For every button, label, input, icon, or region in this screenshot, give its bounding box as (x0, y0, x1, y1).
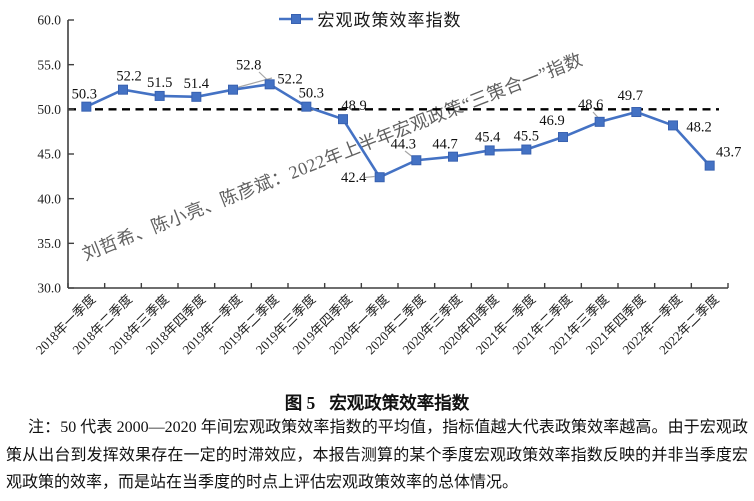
data-point-marker (191, 91, 202, 102)
figure-caption-label: 图 5 (284, 393, 316, 413)
data-point-marker (558, 132, 568, 143)
y-axis-tick-label: 55.0 (37, 57, 61, 72)
data-point-marker (228, 84, 238, 95)
data-point-marker (301, 101, 312, 112)
line-chart: 60.055.050.045.040.035.030.02018年一季度2018… (33, 13, 742, 358)
data-point-marker (704, 160, 715, 171)
data-point-label: 51.5 (147, 75, 172, 91)
legend-square-icon (290, 13, 301, 24)
data-point-label: 48.6 (578, 97, 603, 113)
data-point-label: 50.3 (72, 87, 97, 103)
y-axis-tick-label: 35.0 (37, 236, 61, 251)
label-leader-line (404, 150, 413, 157)
legend-marker-icon (278, 13, 313, 24)
data-point-label: 50.3 (299, 86, 324, 102)
legend-series-label: 宏观政策效率指数 (317, 11, 462, 30)
data-point-marker (154, 90, 165, 101)
data-point-label: 48.2 (686, 119, 711, 135)
data-point-label: 44.7 (432, 137, 457, 153)
y-axis-tick-label: 60.0 (37, 13, 61, 28)
data-point-marker (668, 120, 678, 131)
data-point-marker (631, 107, 642, 118)
data-point-marker (338, 114, 348, 125)
data-point-label: 51.4 (184, 76, 210, 92)
data-point-label: 46.9 (539, 113, 564, 129)
data-point-marker (594, 116, 605, 127)
data-point-label: 49.7 (618, 88, 643, 104)
data-point-marker (264, 79, 275, 90)
chart-legend: 宏观政策效率指数 (0, 6, 740, 31)
data-point-marker (521, 144, 532, 155)
data-point-marker (118, 84, 128, 95)
data-point-label: 52.2 (277, 72, 302, 88)
data-point-label: 43.7 (716, 145, 741, 161)
data-point-marker (411, 155, 422, 166)
data-point-label: 45.5 (514, 129, 539, 145)
figure-caption: 图 5 宏观政策效率指数 (0, 390, 754, 415)
data-point-label: 44.3 (391, 136, 416, 152)
data-point-label: 52.8 (236, 57, 261, 73)
y-axis-tick-label: 40.0 (37, 191, 61, 206)
data-point-marker (448, 151, 458, 162)
figure-note: 注：50 代表 2000—2020 年间宏观政策效率指数的平均值，指标值越大代表… (6, 419, 748, 491)
y-axis-tick-label: 50.0 (37, 102, 61, 117)
data-point-label: 42.4 (341, 170, 367, 186)
series-line (85, 83, 711, 179)
data-point-label: 48.9 (341, 98, 366, 114)
figure-caption-title: 宏观政策效率指数 (329, 393, 470, 413)
data-point-marker (374, 172, 385, 183)
data-point-label: 45.4 (475, 129, 501, 145)
y-axis-tick-label: 30.0 (37, 281, 61, 296)
label-leader-line (364, 175, 375, 179)
data-point-label: 52.2 (116, 69, 141, 85)
data-point-marker (484, 145, 495, 156)
data-point-marker (81, 101, 92, 112)
y-axis-tick-label: 45.0 (37, 147, 61, 162)
